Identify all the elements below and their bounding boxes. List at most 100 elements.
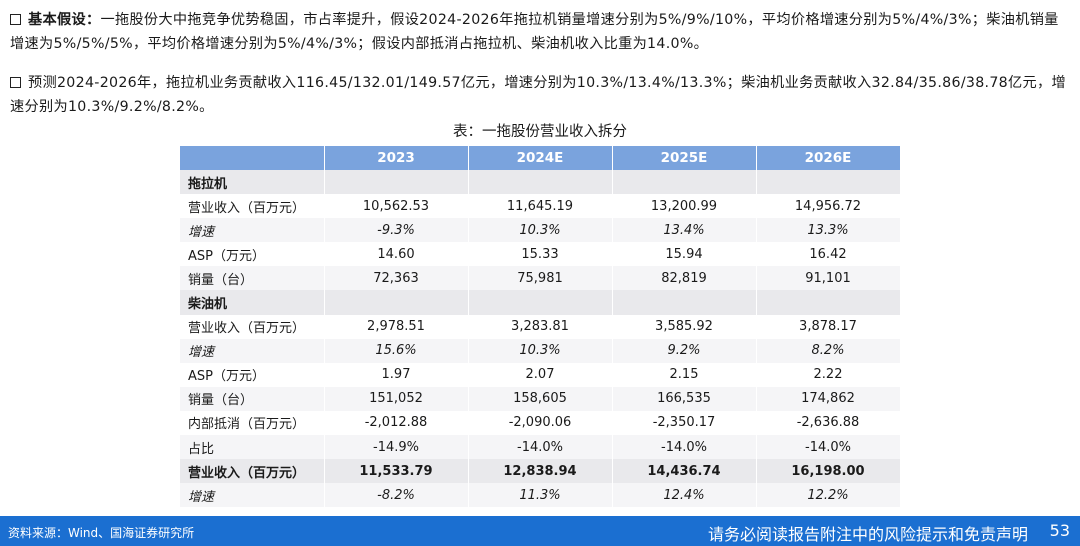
value-cell: 2.15 [612, 362, 757, 387]
row-label-cell: 增速 [180, 483, 325, 508]
table-row: 销量（台） 72,363 75,981 82,819 91,101 [180, 266, 901, 291]
row-label-cell: 内部抵消（百万元） [180, 410, 325, 436]
square-bullet-icon [10, 77, 21, 88]
value-cell: 12.4% [612, 483, 757, 508]
value-cell: 13.3% [756, 218, 901, 243]
value-cell: 82,819 [612, 266, 757, 291]
row-label-cell: 营业收入（百万元） [180, 194, 325, 219]
value-cell: -14.0% [612, 435, 757, 460]
table-caption: 表：一拖股份营业收入拆分 [453, 124, 627, 140]
header-cell: 2024E [468, 146, 613, 170]
table-row: 营业收入（百万元） 11,533.79 12,838.94 14,436.74 16,1… [180, 459, 901, 484]
value-cell: 8.2% [756, 338, 901, 363]
value-cell: -14.0% [756, 435, 901, 460]
value-cell [468, 170, 613, 195]
value-cell: 15.6% [324, 338, 469, 363]
assumption-paragraph: 基本假设：一拖股份大中拖竞争优势稳固，市占率提升，假设2024-2026年拖拉机… [10, 8, 1072, 56]
value-cell: 14,956.72 [756, 194, 901, 219]
value-cell [324, 170, 469, 195]
value-cell: 3,585.92 [612, 314, 757, 339]
value-cell: -8.2% [324, 483, 469, 508]
value-cell: 166,535 [612, 386, 757, 411]
row-label-cell: 柴油机 [180, 290, 325, 315]
value-cell: 3,878.17 [756, 314, 901, 339]
value-cell: 15.33 [468, 242, 613, 267]
header-cell: 2023 [324, 146, 469, 170]
value-cell: -2,090.06 [468, 410, 613, 436]
page-number: 53 [1049, 521, 1070, 540]
row-label-cell: 营业收入（百万元） [180, 459, 325, 484]
header-cell: 2025E [612, 146, 757, 170]
assumption-lead: 基本假设： [28, 12, 101, 28]
row-label-cell: 拖拉机 [180, 170, 325, 195]
value-cell: 2.22 [756, 362, 901, 387]
row-label-cell: 销量（台） [180, 266, 325, 291]
value-cell: -14.9% [324, 435, 469, 460]
row-label-cell: ASP（万元） [180, 362, 325, 387]
table-row: ASP（万元） 1.97 2.07 2.15 2.22 [180, 362, 901, 387]
value-cell: 11.3% [468, 483, 613, 508]
row-label-cell: 增速 [180, 218, 325, 243]
table-row: 销量（台） 151,052 158,605 166,535 174,862 [180, 386, 901, 411]
row-label-cell: 销量（台） [180, 386, 325, 411]
footer-bar: 资料来源：Wind、国海证券研究所 请务必阅读报告附注中的风险提示和免责声明 5… [0, 516, 1080, 546]
value-cell: 158,605 [468, 386, 613, 411]
row-label-cell: 占比 [180, 435, 325, 460]
row-label-cell: 营业收入（百万元） [180, 314, 325, 339]
value-cell: -2,012.88 [324, 410, 469, 436]
value-cell: 13.4% [612, 218, 757, 243]
value-cell: 16,198.00 [756, 459, 901, 484]
value-cell: 13,200.99 [612, 194, 757, 219]
table-header-row: 2023 2024E 2025E 2026E [180, 146, 901, 170]
value-cell: 3,283.81 [468, 314, 613, 339]
value-cell: 2,978.51 [324, 314, 469, 339]
value-cell: 16.42 [756, 242, 901, 267]
value-cell [756, 290, 901, 315]
table-row: 增速 -8.2% 11.3% 12.4% 12.2% [180, 483, 901, 508]
value-cell: -2,636.88 [756, 410, 901, 436]
header-cell [180, 146, 325, 170]
value-cell [756, 170, 901, 195]
value-cell: 14,436.74 [612, 459, 757, 484]
value-cell: -14.0% [468, 435, 613, 460]
value-cell: 151,052 [324, 386, 469, 411]
value-cell: 91,101 [756, 266, 901, 291]
value-cell [468, 290, 613, 315]
value-cell: 14.60 [324, 242, 469, 267]
value-cell: 2.07 [468, 362, 613, 387]
square-bullet-icon [10, 14, 21, 25]
table-row: 柴油机 [180, 290, 901, 315]
value-cell: 12.2% [756, 483, 901, 508]
table-row: 营业收入（百万元） 2,978.51 3,283.81 3,585.92 3,878.1… [180, 314, 901, 339]
value-cell: 10,562.53 [324, 194, 469, 219]
value-cell [612, 290, 757, 315]
table-row: 占比 -14.9% -14.0% -14.0% -14.0% [180, 435, 901, 460]
forecast-paragraph: 预测2024-2026年，拖拉机业务贡献收入116.45/132.01/149.… [10, 71, 1072, 119]
row-label-cell: 增速 [180, 338, 325, 363]
value-cell: 1.97 [324, 362, 469, 387]
forecast-text: 预测2024-2026年，拖拉机业务贡献收入116.45/132.01/149.… [10, 75, 1066, 115]
table-row: 拖拉机 [180, 170, 901, 195]
value-cell: 12,838.94 [468, 459, 613, 484]
value-cell: 10.3% [468, 338, 613, 363]
value-cell [324, 290, 469, 315]
value-cell: 10.3% [468, 218, 613, 243]
assumption-text: 一拖股份大中拖竞争优势稳固，市占率提升，假设2024-2026年拖拉机销量增速分… [10, 12, 1059, 52]
table-row: ASP（万元） 14.60 15.33 15.94 16.42 [180, 242, 901, 267]
value-cell: 11,645.19 [468, 194, 613, 219]
value-cell: 11,533.79 [324, 459, 469, 484]
row-label-cell: ASP（万元） [180, 242, 325, 267]
value-cell: -9.3% [324, 218, 469, 243]
header-cell: 2026E [756, 146, 901, 170]
value-cell: 9.2% [612, 338, 757, 363]
value-cell: 15.94 [612, 242, 757, 267]
revenue-breakdown-table: 2023 2024E 2025E 2026E 拖拉机 营业收入（百万元） 10,56… [180, 146, 901, 508]
value-cell: 72,363 [324, 266, 469, 291]
value-cell: -2,350.17 [612, 410, 757, 436]
disclaimer-notice: 请务必阅读报告附注中的风险提示和免责声明 [707, 525, 1028, 544]
value-cell [612, 170, 757, 195]
table-row: 内部抵消（百万元） -2,012.88 -2,090.06 -2,350.17 -2,6… [180, 410, 901, 436]
table-row: 增速 -9.3% 10.3% 13.4% 13.3% [180, 218, 901, 243]
value-cell: 174,862 [756, 386, 901, 411]
table-row: 增速 15.6% 10.3% 9.2% 8.2% [180, 338, 901, 363]
